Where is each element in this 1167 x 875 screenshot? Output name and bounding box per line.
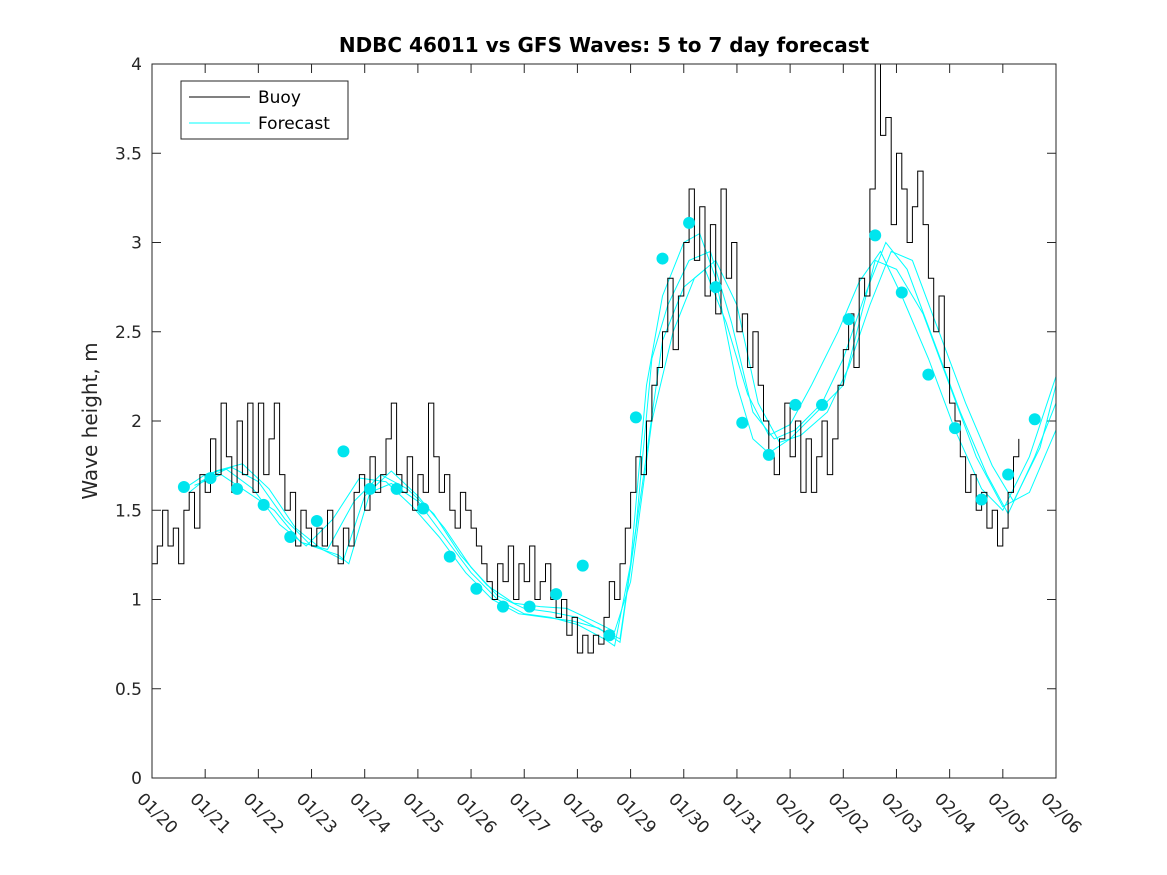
forecast-marker [177,481,190,494]
forecast-marker [1002,468,1015,481]
forecast-marker [417,502,430,515]
legend: Buoy Forecast [180,80,349,140]
forecast-marker [975,493,988,506]
forecast-marker [550,588,563,601]
forecast-marker [789,398,802,411]
y-tick-labels: 0 0.5 1 1.5 2 2.5 3 3.5 4 [115,55,142,789]
y-tick-label: 1.5 [115,501,142,521]
forecast-marker [496,600,509,613]
forecast-marker [656,252,669,265]
forecast-marker [390,482,403,495]
forecast-markers [177,216,1041,642]
forecast-marker [364,482,377,495]
plot-frame [151,63,1057,779]
y-tick-label: 0.5 [115,680,142,700]
y-tick-label: 4 [131,55,142,75]
forecast-marker [816,398,829,411]
buoy-line [152,63,1020,654]
forecast-marker [523,600,536,613]
forecast-marker [922,368,935,381]
y-tick-label: 2.5 [115,323,142,343]
plot-area [152,64,1056,778]
forecast-marker [443,550,456,563]
forecast-marker [842,313,855,326]
forecast-marker [869,229,882,242]
forecast-marker [470,582,483,595]
legend-buoy-label: Buoy [258,88,301,108]
forecast-marker [603,629,616,642]
forecast-marker [762,448,775,461]
y-tick-label: 0 [131,769,142,789]
y-axis-label: Wave height, m [78,342,102,499]
chart-title: NDBC 46011 vs GFS Waves: 5 to 7 day fore… [339,33,870,57]
y-tick-label: 1 [131,591,142,611]
plot-series [152,63,1057,654]
forecast-marker [948,422,961,435]
forecast-line [188,241,1057,640]
y-tick-label: 2 [131,412,142,432]
forecast-marker [629,411,642,424]
forecast-marker [709,281,722,294]
forecast-marker [231,482,244,495]
legend-forecast-label: Forecast [258,114,330,134]
y-tick-label: 3.5 [115,144,142,164]
y-tick-label: 3 [131,234,142,254]
forecast-marker [204,472,217,485]
forecast-marker [284,531,297,544]
forecast-marker [736,416,749,429]
forecast-marker [895,286,908,299]
forecast-marker [1028,413,1041,426]
legend-box [180,80,349,140]
forecast-marker [683,216,696,229]
forecast-marker [310,514,323,527]
forecast-marker [257,498,270,511]
forecast-marker [576,559,589,572]
forecast-marker [337,445,350,458]
